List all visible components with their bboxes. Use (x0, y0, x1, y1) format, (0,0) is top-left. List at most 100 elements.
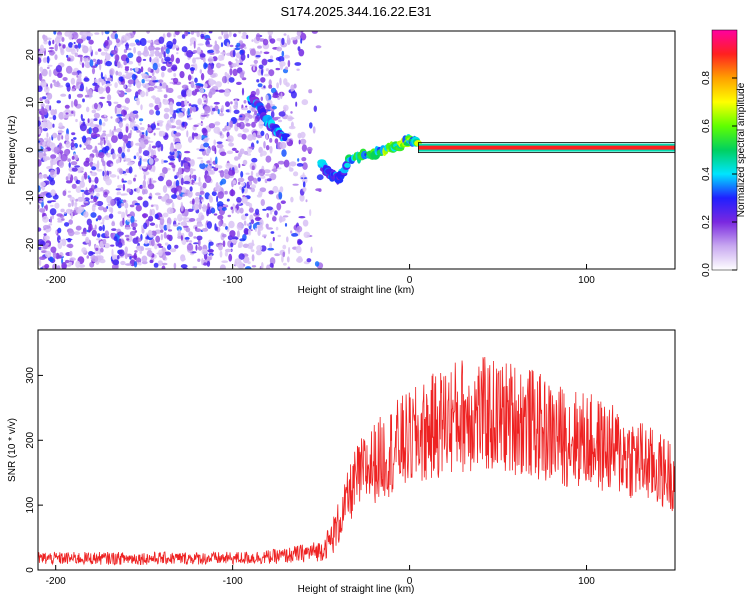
noise-cell (86, 255, 90, 259)
noise-cell (64, 31, 71, 37)
noise-cell (296, 257, 303, 263)
noise-cell (205, 97, 208, 104)
noise-cell (125, 72, 132, 79)
colorbar-label: Normalized spectral amplitude (736, 82, 747, 217)
noise-cell (148, 103, 154, 108)
noise-cell (299, 138, 307, 145)
noise-cell (175, 179, 180, 188)
noise-cell (181, 46, 188, 53)
noise-cell (198, 196, 204, 200)
noise-cell (62, 44, 66, 49)
noise-cell (242, 128, 250, 133)
noise-cell (40, 121, 47, 128)
noise-cell (38, 116, 41, 122)
noise-cell (204, 106, 211, 114)
noise-cell (153, 56, 160, 65)
noise-cell (74, 165, 81, 168)
noise-cell (237, 152, 241, 160)
noise-cell (172, 38, 177, 45)
colorbar-tick-label: 0.2 (701, 215, 712, 229)
noise-cell (206, 260, 211, 267)
noise-cell (279, 77, 282, 86)
noise-cell (155, 224, 159, 229)
noise-cell (305, 199, 308, 203)
noise-cell (161, 71, 165, 78)
noise-cell (184, 150, 191, 154)
noise-cell (175, 57, 180, 64)
noise-cell (217, 165, 223, 169)
noise-cell (107, 203, 111, 207)
noise-cell (94, 32, 100, 35)
noise-cell (46, 66, 50, 69)
noise-cell (127, 52, 134, 59)
noise-cell (196, 217, 202, 222)
noise-cell (291, 233, 299, 237)
noise-cell (61, 37, 65, 42)
noise-cell (55, 65, 63, 73)
noise-cell (296, 163, 304, 167)
noise-cell (157, 243, 162, 247)
noise-cell (254, 227, 257, 232)
noise-cell (126, 188, 132, 193)
noise-cell (189, 106, 193, 114)
noise-cell (218, 220, 222, 227)
noise-cell (127, 179, 133, 185)
noise-cell (132, 126, 135, 131)
noise-cell (148, 143, 152, 151)
noise-cell (203, 32, 207, 35)
noise-cell (104, 31, 110, 35)
noise-cell (308, 89, 313, 94)
noise-cell (95, 247, 99, 251)
noise-cell (269, 138, 273, 143)
noise-cell (190, 80, 195, 89)
noise-cell (153, 262, 159, 268)
noise-cell (164, 251, 171, 256)
noise-cell (248, 207, 254, 213)
noise-cell (261, 58, 268, 66)
noise-cell (263, 141, 266, 149)
x-tick-label: -100 (223, 275, 243, 286)
noise-cell (217, 109, 220, 115)
noise-cell (248, 146, 255, 149)
noise-cell (105, 178, 112, 186)
noise-cell (141, 213, 149, 218)
noise-cell (158, 79, 164, 83)
noise-cell (139, 157, 142, 165)
noise-cell (127, 79, 135, 85)
noise-cell (312, 126, 316, 134)
noise-cell (257, 227, 261, 234)
noise-cell (184, 31, 189, 37)
noise-cell (142, 49, 150, 57)
noise-cell (104, 191, 108, 196)
noise-cell (57, 217, 63, 222)
noise-cell (198, 181, 202, 187)
noise-cell (169, 158, 176, 161)
noise-cell (80, 54, 83, 63)
noise-cell (237, 177, 245, 183)
noise-cell (206, 221, 212, 229)
noise-cell (92, 127, 99, 134)
noise-cell (131, 117, 135, 123)
noise-cell (127, 48, 132, 51)
noise-cell (85, 144, 93, 150)
noise-cell (254, 118, 258, 124)
noise-cell (124, 251, 128, 260)
snr-y-label: SNR (10 * v/v) (7, 418, 18, 482)
noise-cell (257, 45, 262, 49)
noise-cell (256, 194, 262, 198)
noise-cell (44, 205, 47, 209)
noise-cell (234, 47, 241, 51)
noise-cell (61, 262, 67, 269)
noise-cell (98, 118, 102, 127)
noise-cell (185, 227, 191, 233)
noise-cell (226, 122, 229, 126)
noise-cell (246, 223, 251, 227)
noise-cell (94, 78, 98, 83)
noise-cell (158, 36, 165, 44)
noise-cell (96, 255, 104, 261)
chart-title: S174.2025.344.16.22.E31 (280, 4, 431, 19)
noise-cell (48, 69, 52, 77)
noise-cell (57, 265, 61, 269)
noise-cell (144, 247, 152, 251)
